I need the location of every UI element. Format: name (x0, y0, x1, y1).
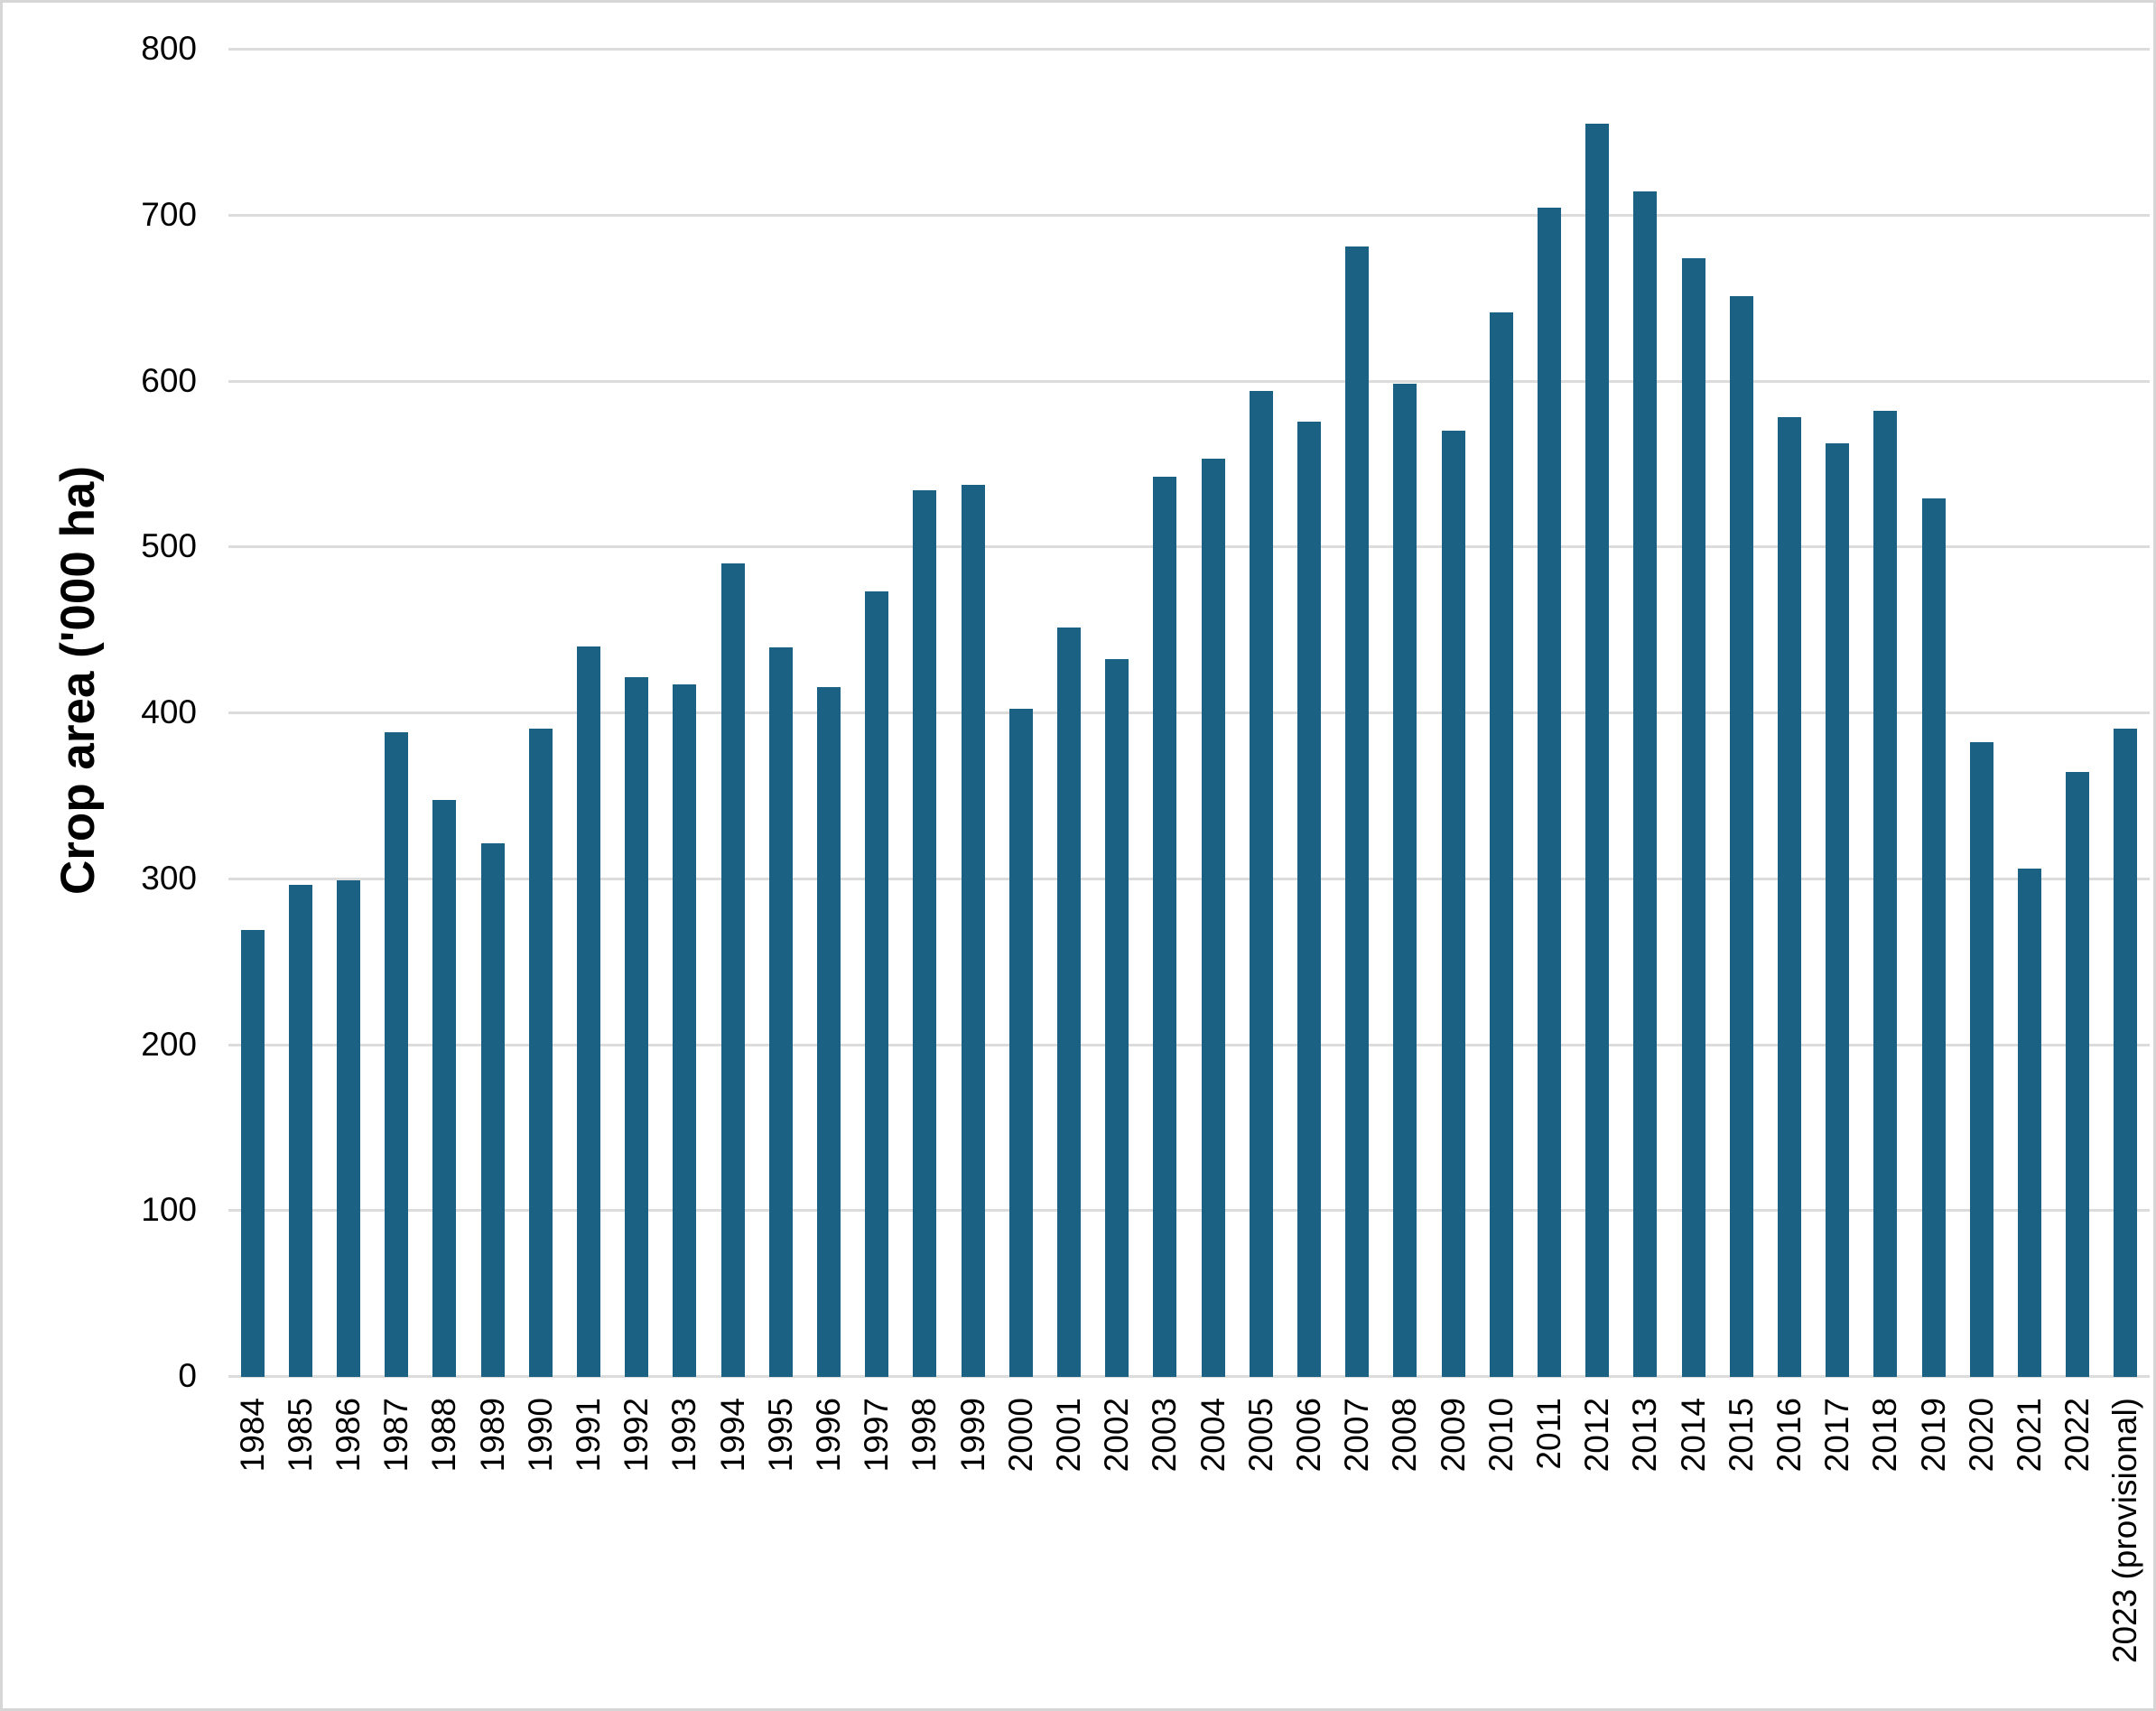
x-tick-label-2013: 2013 (1626, 1398, 1664, 1473)
bar-2014 (1681, 257, 1705, 1377)
x-tick-label-1987: 1987 (377, 1398, 415, 1473)
gridline-0 (228, 1375, 2150, 1378)
bar-2015 (1729, 295, 1753, 1377)
x-tick-label-1990: 1990 (521, 1398, 559, 1473)
y-tick-label-300: 300 (141, 859, 197, 897)
x-tick-label-1994: 1994 (713, 1398, 751, 1473)
bar-2010 (1489, 312, 1513, 1377)
bar-2011 (1538, 208, 1561, 1377)
bar-1999 (961, 485, 985, 1377)
x-tick-label-1991: 1991 (570, 1398, 607, 1473)
bar-2022 (2066, 772, 2090, 1377)
x-tick-label-2014: 2014 (1674, 1398, 1712, 1473)
x-tick-label-1984: 1984 (233, 1398, 271, 1473)
x-tick-label-2019: 2019 (1914, 1398, 1952, 1473)
x-tick-label-2006: 2006 (1290, 1398, 1327, 1473)
x-tick-label-2003: 2003 (1146, 1398, 1184, 1473)
bar-2008 (1393, 384, 1417, 1377)
x-tick-label-2012: 2012 (1578, 1398, 1616, 1473)
y-tick-label-100: 100 (141, 1191, 197, 1229)
gridline-800 (228, 48, 2150, 51)
bar-1988 (432, 800, 457, 1377)
x-tick-label-2016: 2016 (1770, 1398, 1808, 1473)
x-tick-label-2008: 2008 (1386, 1398, 1424, 1473)
bar-1995 (768, 647, 793, 1377)
x-tick-label-2011: 2011 (1530, 1398, 1567, 1470)
x-tick-label-2021: 2021 (2011, 1398, 2048, 1473)
y-tick-label-400: 400 (141, 693, 197, 730)
bar-1993 (673, 683, 697, 1377)
bar-2002 (1105, 659, 1129, 1377)
bar-2005 (1249, 390, 1273, 1377)
bar-2009 (1441, 430, 1465, 1377)
x-tick-label-1997: 1997 (858, 1398, 896, 1473)
x-tick-label-1999: 1999 (953, 1398, 991, 1473)
x-tick-label-2007: 2007 (1338, 1398, 1376, 1473)
y-tick-label-600: 600 (141, 361, 197, 399)
x-tick-label-2020: 2020 (1962, 1398, 2000, 1473)
bar-1996 (817, 687, 841, 1377)
bar-1984 (240, 929, 265, 1377)
bar-1987 (385, 732, 409, 1377)
bar-1986 (337, 879, 360, 1377)
bar-2004 (1201, 458, 1225, 1377)
x-tick-label-1995: 1995 (761, 1398, 799, 1473)
bar-2006 (1297, 422, 1321, 1377)
x-tick-label-1998: 1998 (906, 1398, 943, 1473)
gridline-100 (228, 1209, 2150, 1213)
x-tick-label-2015: 2015 (1722, 1398, 1760, 1473)
bar-2000 (1008, 709, 1033, 1377)
x-tick-label-2010: 2010 (1482, 1398, 1519, 1473)
gridline-600 (228, 379, 2150, 383)
bar-1992 (625, 677, 649, 1377)
bar-1997 (865, 590, 889, 1377)
x-tick-label-1985: 1985 (281, 1398, 319, 1473)
bar-2021 (2018, 868, 2041, 1377)
bar-1991 (577, 646, 600, 1377)
y-tick-label-200: 200 (141, 1025, 197, 1063)
gridline-300 (228, 877, 2150, 880)
x-tick-label-1986: 1986 (330, 1398, 367, 1473)
x-tick-label-1989: 1989 (473, 1398, 511, 1473)
bar-1994 (720, 563, 745, 1377)
gridline-500 (228, 545, 2150, 549)
bar-2018 (1873, 410, 1898, 1377)
x-tick-label-2018: 2018 (1866, 1398, 1904, 1473)
bar-2019 (1921, 497, 1946, 1377)
bar-1989 (480, 843, 505, 1377)
x-tick-label-2004: 2004 (1194, 1398, 1231, 1473)
x-tick-label-1993: 1993 (665, 1398, 703, 1473)
y-tick-label-0: 0 (178, 1357, 197, 1394)
x-tick-label-2009: 2009 (1434, 1398, 1472, 1473)
x-tick-label-1988: 1988 (425, 1398, 463, 1473)
y-tick-label-500: 500 (141, 527, 197, 565)
x-tick-label-1992: 1992 (618, 1398, 655, 1473)
gridline-400 (228, 711, 2150, 714)
x-tick-label-2001: 2001 (1050, 1398, 1087, 1473)
x-tick-label-2002: 2002 (1098, 1398, 1136, 1473)
gridline-700 (228, 213, 2150, 217)
x-tick-label-2017: 2017 (1818, 1398, 1856, 1473)
y-tick-label-700: 700 (141, 195, 197, 233)
bar-2017 (1826, 443, 1850, 1377)
bar-1985 (288, 885, 312, 1377)
bar-2003 (1153, 477, 1177, 1377)
bar-2020 (1969, 742, 1993, 1377)
bar-2001 (1057, 628, 1081, 1377)
bar-1998 (913, 489, 937, 1377)
x-tick-label-2005: 2005 (1241, 1398, 1279, 1473)
x-tick-label-2000: 2000 (1001, 1398, 1039, 1473)
gridline-200 (228, 1043, 2150, 1046)
bar-2023 (2114, 729, 2138, 1377)
y-tick-label-800: 800 (141, 30, 197, 67)
bar-2016 (1778, 416, 1801, 1377)
bar-1990 (528, 729, 553, 1377)
bar-2013 (1633, 191, 1658, 1377)
x-tick-label-2022: 2022 (2058, 1398, 2096, 1473)
bar-2012 (1585, 123, 1610, 1377)
x-tick-label-2023: 2023 (provisional) (2106, 1398, 2144, 1664)
x-tick-label-1996: 1996 (810, 1398, 847, 1473)
bar-2007 (1345, 246, 1370, 1377)
